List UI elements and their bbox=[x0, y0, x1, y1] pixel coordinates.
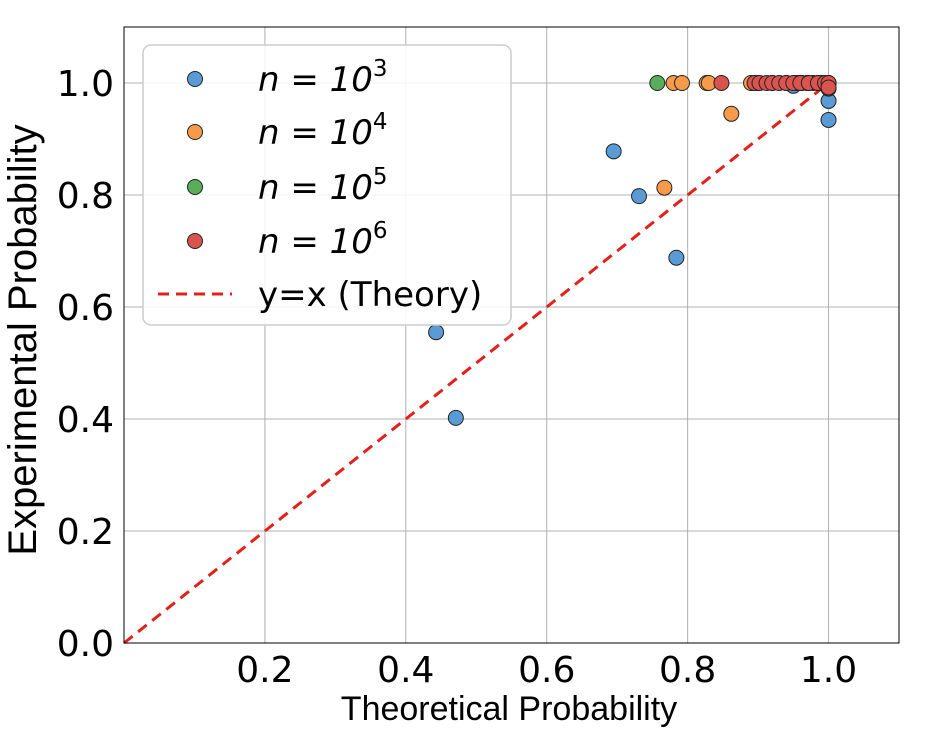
data-point-s2-0 bbox=[656, 179, 673, 196]
series-4 bbox=[713, 75, 837, 96]
plot-frame bbox=[123, 26, 900, 644]
data-point-s1-3 bbox=[631, 188, 648, 205]
data-point-s4-0 bbox=[713, 75, 730, 91]
x-tick-label: 0.6 bbox=[518, 650, 575, 691]
y-tick-label: 1.0 bbox=[57, 64, 114, 105]
data-point-s4-13 bbox=[820, 79, 837, 96]
legend-label-4: n = 106 bbox=[258, 218, 388, 262]
legend-marker-1 bbox=[187, 71, 203, 87]
data-point-s2-5 bbox=[723, 105, 740, 122]
x-tick-label: 0.8 bbox=[659, 650, 716, 691]
legend-box bbox=[142, 44, 512, 326]
data-point-s2-2 bbox=[674, 75, 690, 91]
data-points bbox=[428, 75, 837, 426]
x-tick-label: 0.4 bbox=[377, 650, 434, 691]
data-point-s1-8 bbox=[820, 111, 837, 128]
legend: n = 103 n = 104 n = 105 n = 106 y=x (Theory) bbox=[142, 44, 512, 326]
legend-marker-3 bbox=[187, 179, 203, 195]
y-tick-label: 0.8 bbox=[57, 176, 114, 217]
x-tick-label: 1.0 bbox=[800, 650, 857, 691]
y-tick-label: 0.2 bbox=[57, 512, 114, 553]
data-point-s3-0 bbox=[649, 75, 666, 91]
legend-label-reference: y=x (Theory) bbox=[258, 275, 482, 315]
legend-label-3: n = 105 bbox=[258, 164, 388, 208]
y-axis-title: Experimental Probability bbox=[1, 124, 45, 555]
y-tick-label: 0.0 bbox=[57, 624, 114, 665]
x-axis-tick-labels: 0.2 0.4 0.6 0.8 1.0 bbox=[236, 650, 857, 691]
legend-label-2: n = 104 bbox=[258, 109, 388, 153]
legend-label-1: n = 103 bbox=[258, 56, 388, 100]
data-point-s1-0 bbox=[428, 324, 445, 341]
x-axis-title: Theoretical Probability bbox=[341, 690, 677, 728]
data-point-s1-4 bbox=[668, 249, 685, 266]
data-point-s1-2 bbox=[605, 143, 622, 160]
x-tick-label: 0.2 bbox=[236, 650, 293, 691]
legend-marker-2 bbox=[187, 124, 203, 140]
y-axis-tick-labels: 0.0 0.2 0.4 0.6 0.8 1.0 bbox=[57, 64, 114, 665]
legend-marker-4 bbox=[187, 233, 203, 249]
reference-line-y-equals-x bbox=[123, 81, 830, 645]
y-tick-label: 0.4 bbox=[57, 400, 114, 441]
y-tick-label: 0.6 bbox=[57, 288, 114, 329]
data-point-s1-1 bbox=[447, 409, 464, 426]
